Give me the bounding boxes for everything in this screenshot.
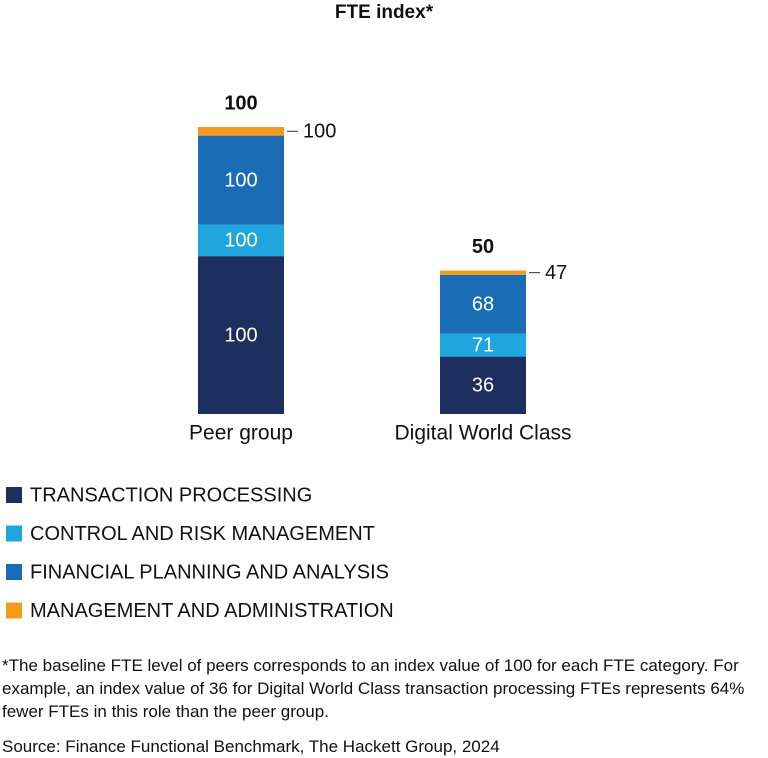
legend-label: MANAGEMENT AND ADMINISTRATION <box>30 600 394 622</box>
total-label: 100 <box>224 92 257 114</box>
footnote: *The baseline FTE level of peers corresp… <box>2 656 745 721</box>
bar-segment <box>440 356 526 414</box>
bar-segment <box>198 224 284 257</box>
bar-segment <box>198 256 284 414</box>
source: Source: Finance Functional Benchmark, Th… <box>2 737 500 756</box>
segment-label: 71 <box>472 334 494 356</box>
legend-swatch <box>6 487 22 503</box>
segment-label: 100 <box>224 169 257 191</box>
bar-segment <box>198 135 284 225</box>
total-label: 50 <box>472 236 494 258</box>
segment-label: 68 <box>472 294 494 316</box>
segment-label: 36 <box>472 375 494 397</box>
chart: FTE index* 100 100 100 100 100 Peer group 36 71… <box>6 2 572 622</box>
segment-label: 47 <box>545 262 567 284</box>
legend-label: CONTROL AND RISK MANAGEMENT <box>30 523 375 545</box>
bar-segment <box>440 274 526 334</box>
x-tick-label: Digital World Class <box>395 422 572 445</box>
legend-swatch <box>6 602 22 619</box>
bar-segment <box>440 333 526 357</box>
chart-title: FTE index* <box>335 2 434 23</box>
bar-segment <box>198 127 284 136</box>
bar-segment <box>440 270 526 275</box>
segment-label: 100 <box>303 121 336 143</box>
legend-label: TRANSACTION PROCESSING <box>30 484 312 506</box>
legend-swatch <box>6 525 22 542</box>
segment-label: 100 <box>224 324 257 346</box>
x-tick-label: Peer group <box>189 422 293 445</box>
legend-label: FINANCIAL PLANNING AND ANALYSIS <box>30 561 389 583</box>
legend-swatch <box>6 564 22 580</box>
segment-label: 100 <box>224 230 257 252</box>
